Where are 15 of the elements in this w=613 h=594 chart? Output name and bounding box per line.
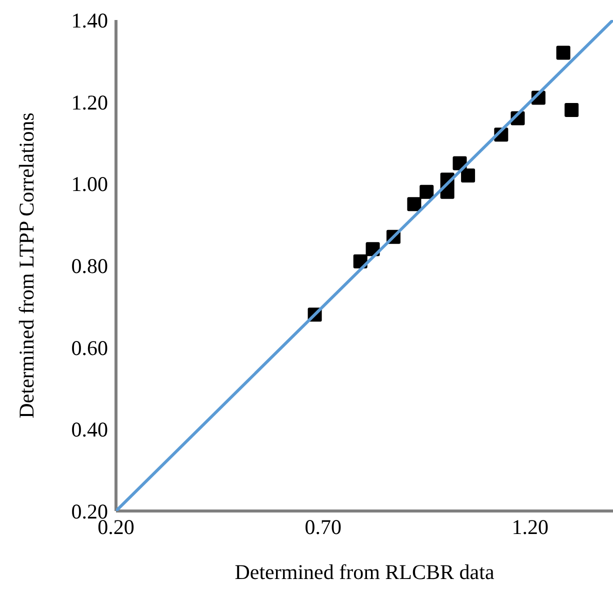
x-axis-title: Determined from RLCBR data [234, 560, 495, 584]
point [461, 168, 476, 182]
y-tick-label: 0.80 [71, 254, 108, 278]
x-tick-label: 1.20 [512, 514, 549, 539]
y-tick-label: 0.40 [71, 418, 108, 442]
x-tick-label: 0.70 [304, 514, 342, 539]
y-axis-title: Determined from LTPP Correlations [14, 112, 38, 418]
point [564, 103, 579, 118]
y-tick-label: 1.40 [71, 8, 108, 32]
y-tick-label: 1.20 [71, 90, 108, 114]
point [420, 184, 434, 199]
y-tick-label: 0.60 [71, 336, 108, 360]
point [407, 197, 422, 212]
y-tick-label: 1.00 [71, 172, 108, 196]
point [556, 46, 570, 60]
